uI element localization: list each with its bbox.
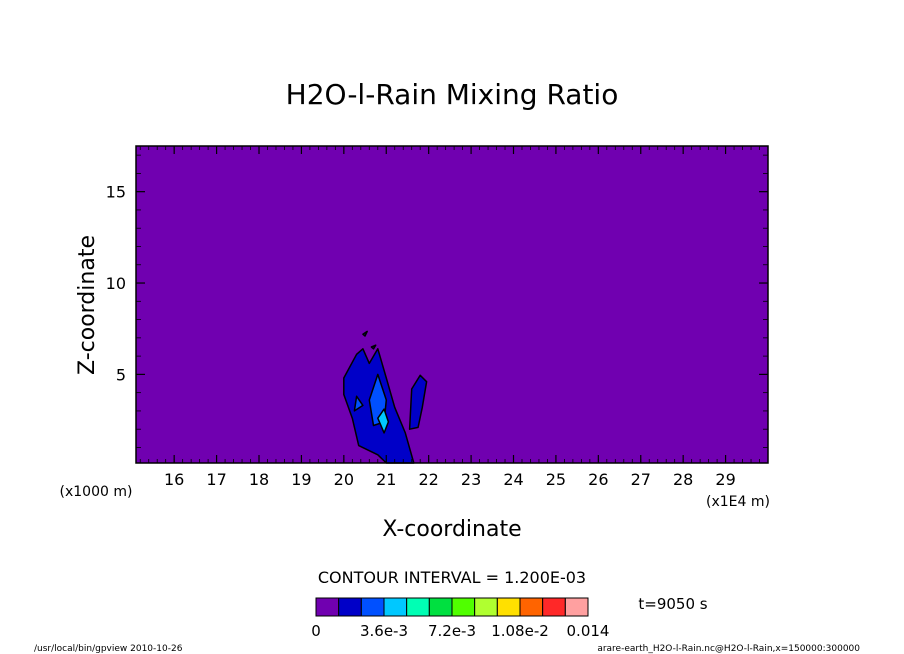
- contour-region-5: [362, 330, 368, 337]
- footer-right: arare-earth_H2O-l-Rain.nc@H2O-l-Rain,x=1…: [597, 644, 860, 654]
- colorbar-swatch-5: [428, 597, 453, 617]
- x-tick-label-23: 23: [461, 470, 481, 489]
- x-tick-label-29: 29: [715, 470, 735, 489]
- contour-region-1: [408, 374, 428, 430]
- y-tick-label-10: 10: [106, 274, 126, 293]
- x-tick-label-19: 19: [291, 470, 311, 489]
- plot-area: 16 17 18 19 20 21 22 23 24 25 26 27 28 29 5 10 15: [106, 145, 769, 489]
- time-text: t=9050 s: [638, 595, 707, 613]
- contour-interval-text: CONTOUR INTERVAL = 1.200E-03: [318, 568, 586, 587]
- x-tick-label-25: 25: [546, 470, 566, 489]
- x-tick-label-28: 28: [673, 470, 693, 489]
- colorbar-swatch-8: [496, 597, 521, 617]
- colorbar-swatch-1: [338, 597, 362, 617]
- colorbar-swatch-7: [474, 597, 498, 617]
- colorbar-swatch-3: [383, 597, 408, 617]
- x-tick-label-26: 26: [588, 470, 608, 489]
- contour-region-3: [353, 395, 364, 412]
- x-axis-ticks: 16 17 18 19 20 21 22 23 24 25 26 27 28 29: [139, 146, 769, 489]
- colorbar-swatch-10: [542, 597, 566, 617]
- y-tick-label-15: 15: [106, 183, 126, 202]
- contour-region-4: [377, 408, 390, 434]
- x-unit-left: (x1000 m): [60, 484, 133, 500]
- x-tick-label-27: 27: [631, 470, 651, 489]
- colorbar-swatch-9: [519, 597, 544, 617]
- x-unit-right: (x1E4 m): [706, 494, 770, 510]
- colorbar-label-2: 7.2e-3: [428, 622, 476, 640]
- x-tick-label-16: 16: [164, 470, 184, 489]
- colorbar-swatch-6: [451, 597, 476, 617]
- colorbar-swatch-11: [564, 597, 589, 617]
- colorbar-swatch-2: [360, 597, 385, 617]
- colorbar-label-0: 0: [311, 622, 321, 640]
- colorbar-label-3: 1.08e-2: [491, 622, 549, 640]
- plot-background: [136, 146, 768, 463]
- colorbar-label-4: 0.014: [567, 622, 610, 640]
- y-axis-ticks: 5 10 15: [106, 154, 768, 448]
- footer-left: /usr/local/bin/gpview 2010-10-26: [34, 644, 183, 654]
- y-tick-label-5: 5: [116, 365, 126, 384]
- colorbar-label-1: 3.6e-3: [360, 622, 408, 640]
- x-tick-label-18: 18: [249, 470, 269, 489]
- contour-region-6: [370, 344, 377, 350]
- colorbar-swatch-4: [406, 597, 430, 617]
- x-tick-label-22: 22: [418, 470, 438, 489]
- x-tick-label-17: 17: [206, 470, 226, 489]
- x-tick-label-20: 20: [334, 470, 354, 489]
- x-tick-label-21: 21: [376, 470, 396, 489]
- colorbar-labels: 0 3.6e-3 7.2e-3 1.08e-2 0.014: [311, 622, 609, 640]
- y-axis-label: Z-coordinate: [75, 235, 100, 375]
- colorbar: [315, 597, 589, 617]
- plot-frame: [135, 145, 769, 464]
- chart-title: H2O-l-Rain Mixing Ratio: [286, 78, 619, 111]
- x-tick-label-24: 24: [503, 470, 523, 489]
- x-axis-label: X-coordinate: [382, 517, 521, 542]
- colorbar-swatch-0: [315, 597, 340, 617]
